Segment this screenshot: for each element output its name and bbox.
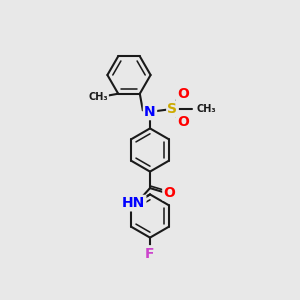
Text: CH₃: CH₃ [88,92,108,102]
Text: O: O [177,87,189,101]
Text: O: O [177,116,189,129]
Text: S: S [167,102,178,116]
Text: F: F [145,247,155,260]
Text: O: O [164,186,175,200]
Text: HN: HN [122,196,145,210]
Text: CH₃: CH₃ [196,104,216,114]
Text: N: N [144,105,156,119]
